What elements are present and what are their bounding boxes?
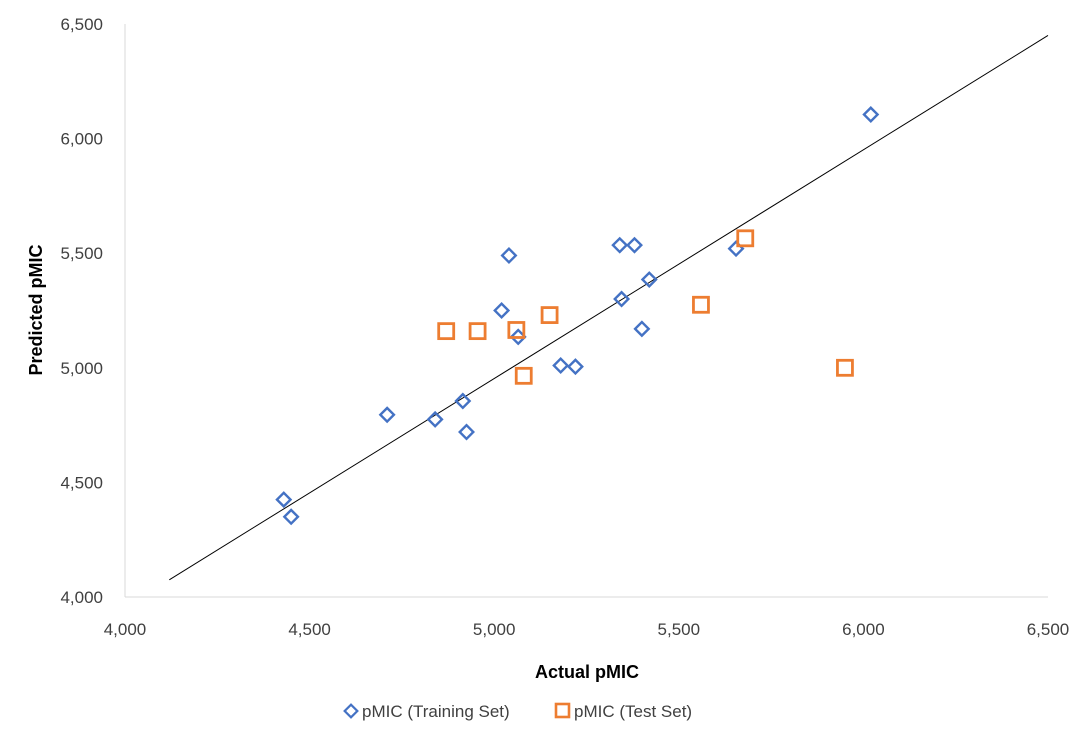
test-point — [437, 322, 456, 341]
training-point — [378, 406, 396, 424]
legend-label-training: pMIC (Training Set) — [362, 702, 510, 721]
x-tick-label: 5,000 — [473, 620, 516, 639]
legend-item-test: pMIC (Test Set) — [554, 702, 692, 721]
test-point — [736, 229, 755, 248]
y-axis-title: Predicted pMIC — [26, 244, 46, 375]
test-point — [514, 366, 533, 385]
x-tick-label: 4,000 — [104, 620, 147, 639]
training-point — [633, 320, 651, 338]
training-point — [493, 302, 511, 319]
training-point — [626, 236, 643, 254]
y-tick-labels: 4,000 4,500 5,000 5,500 6,000 6,500 — [60, 15, 103, 607]
training-point — [552, 357, 570, 374]
training-point — [275, 491, 293, 509]
axes — [124, 24, 1048, 598]
x-tick-label: 6,500 — [1027, 620, 1070, 639]
y-tick-label: 5,000 — [60, 359, 103, 378]
trendline — [169, 35, 1049, 581]
legend-item-training: pMIC (Training Set) — [343, 702, 510, 721]
y-tick-label: 4,000 — [60, 588, 103, 607]
legend: pMIC (Training Set) pMIC (Test Set) — [343, 702, 692, 721]
training-point — [454, 392, 472, 410]
training-point — [282, 508, 300, 526]
training-point — [509, 328, 527, 346]
training-point — [727, 240, 745, 258]
trendline-group — [169, 35, 1049, 581]
x-tick-label: 6,000 — [842, 620, 885, 639]
legend-diamond-icon — [343, 703, 359, 719]
training-point — [862, 106, 880, 124]
training-point — [611, 236, 629, 254]
y-tick-label: 4,500 — [60, 473, 103, 492]
test-point — [468, 322, 487, 341]
x-axis-title: Actual pMIC — [535, 662, 639, 682]
legend-label-test: pMIC (Test Set) — [574, 702, 692, 721]
x-tick-label: 4,500 — [288, 620, 331, 639]
test-point — [692, 295, 710, 314]
legend-square-icon — [554, 702, 571, 719]
training-point — [458, 423, 475, 441]
training-point — [566, 358, 584, 376]
training-point — [640, 271, 658, 289]
y-tick-label: 6,500 — [60, 15, 103, 34]
y-tick-label: 6,000 — [60, 130, 103, 149]
test-point — [507, 321, 526, 339]
y-tick-label: 5,500 — [60, 244, 103, 263]
training-point — [426, 410, 444, 428]
training-point — [500, 247, 518, 264]
x-tick-label: 5,500 — [658, 620, 701, 639]
test-point — [836, 358, 854, 377]
data-points — [275, 106, 880, 526]
training-point — [613, 290, 631, 308]
x-tick-labels: 4,000 4,500 5,000 5,500 6,000 6,500 — [104, 620, 1070, 639]
test-point — [540, 306, 559, 324]
